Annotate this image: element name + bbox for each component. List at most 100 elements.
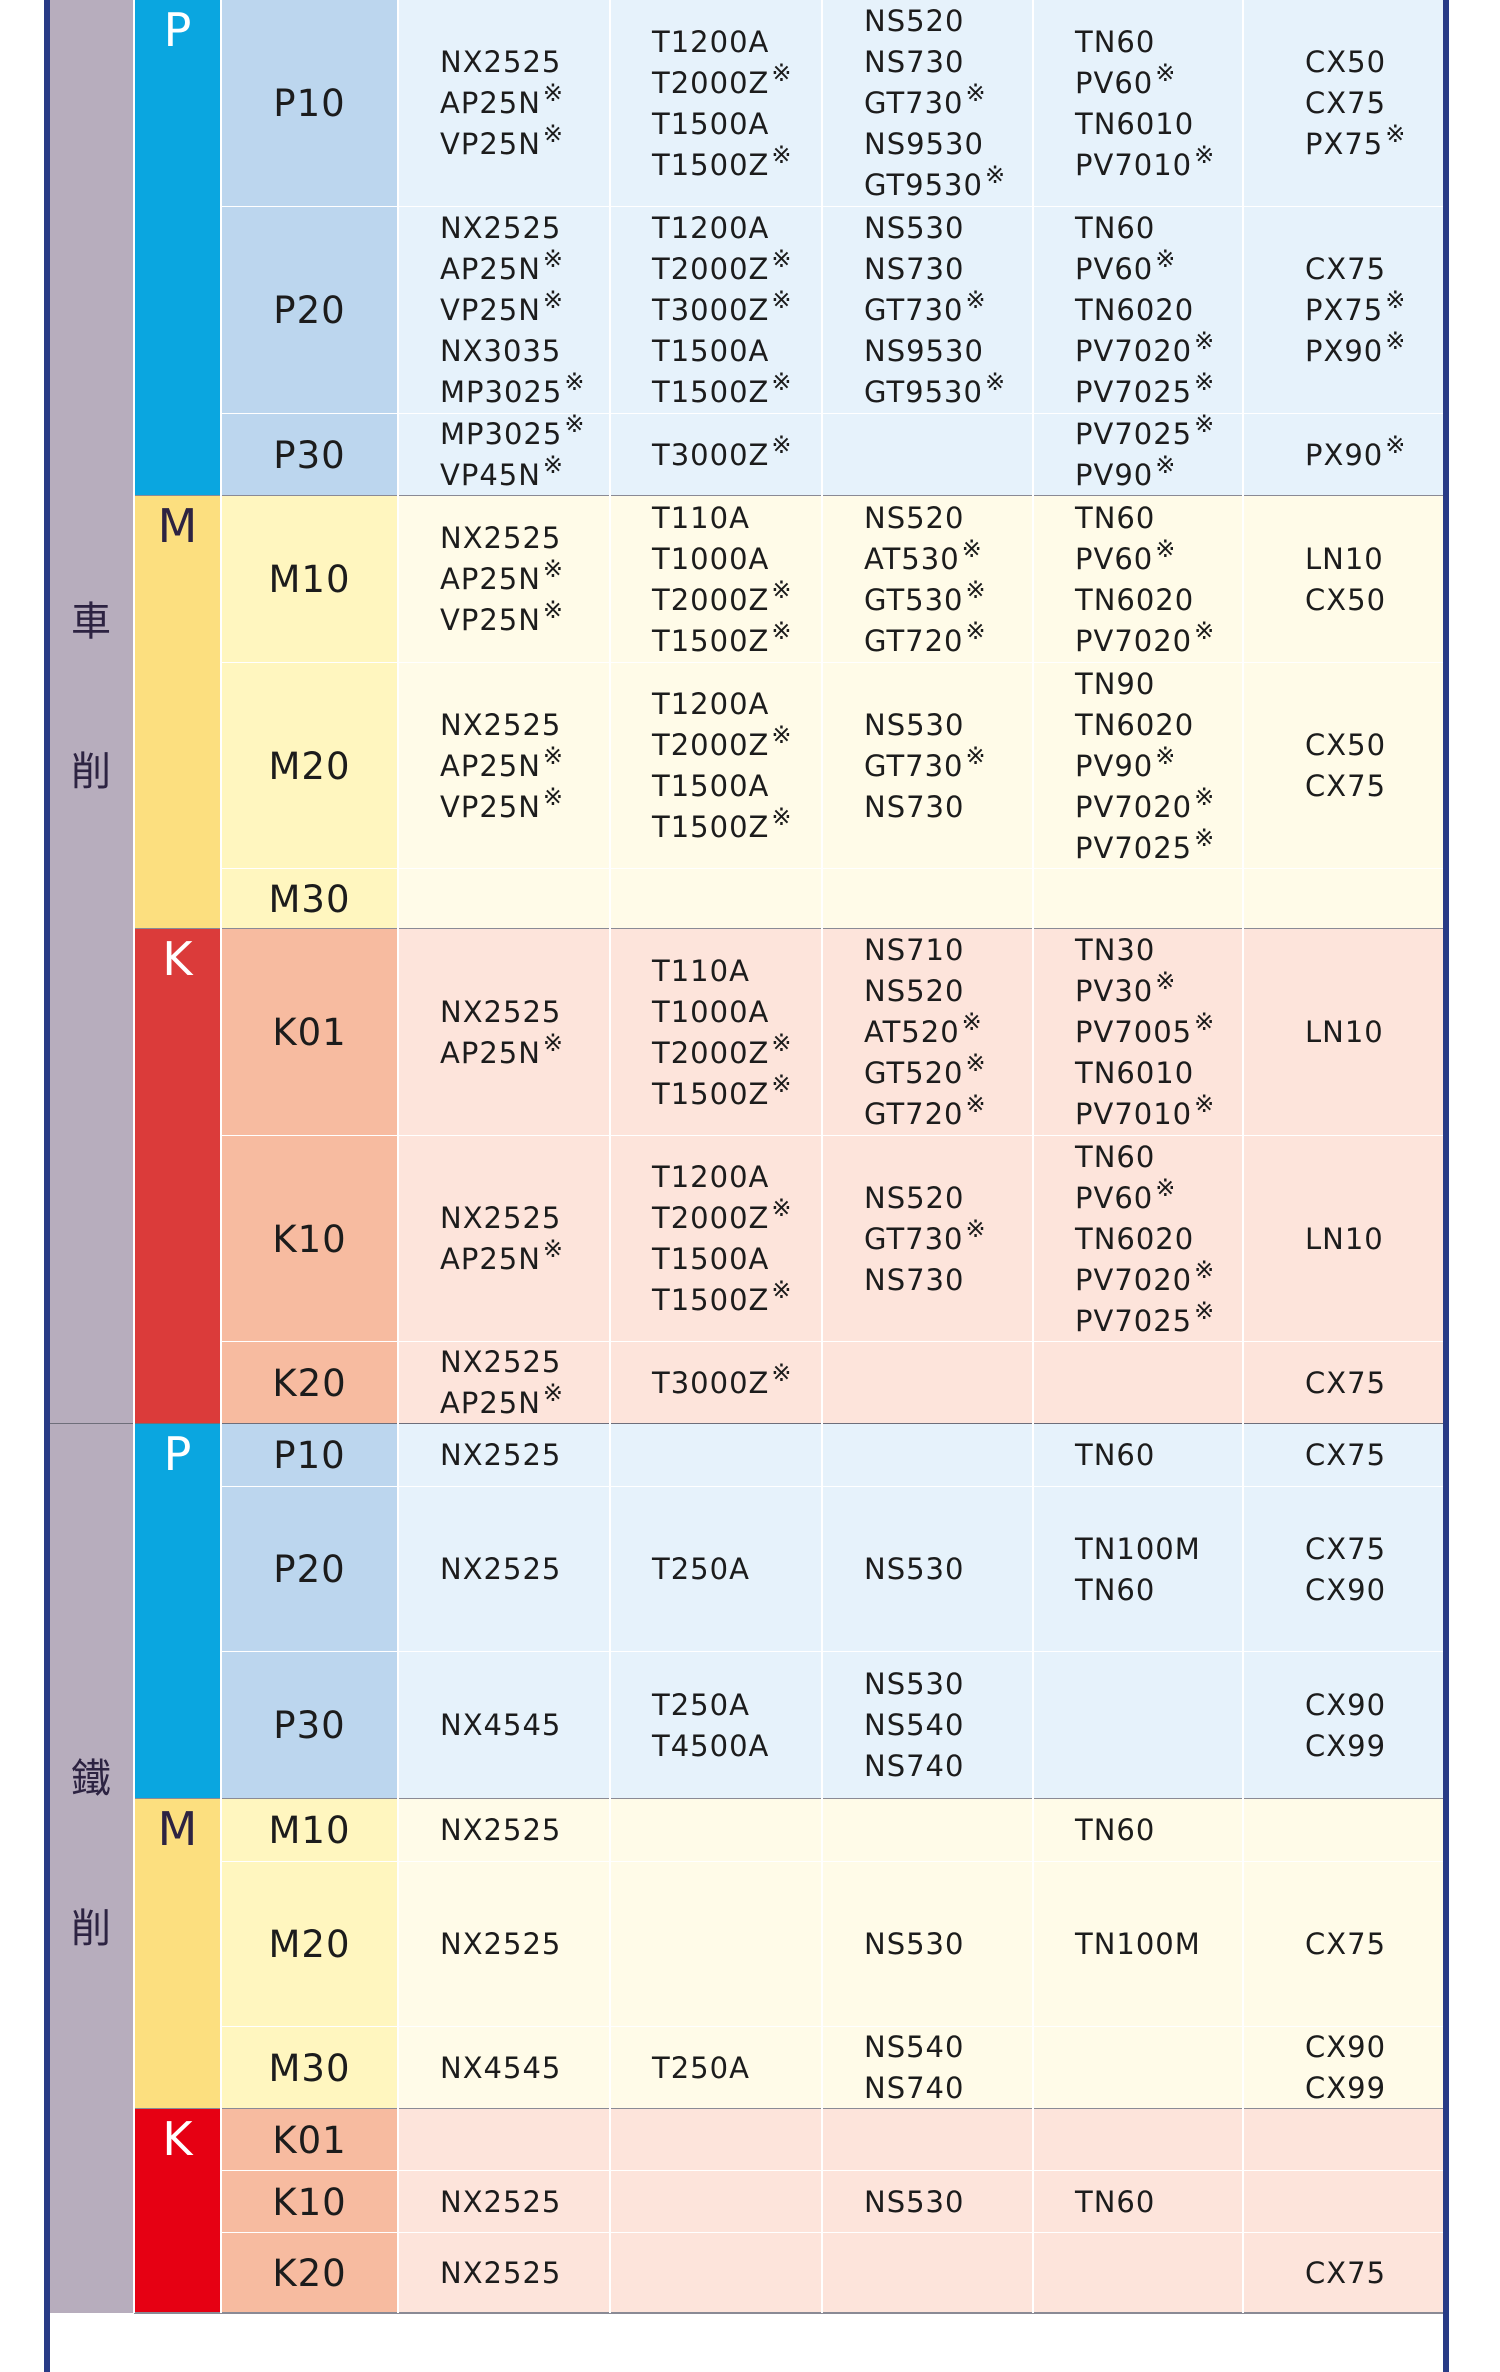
grade-cell: NS530 GT730※ NS730 <box>822 663 1033 869</box>
note-mark: ※ <box>1155 967 1177 995</box>
note-mark: ※ <box>1385 327 1407 355</box>
grade-code-text: PV7020 <box>1075 1262 1193 1297</box>
iso-class-k: K <box>134 929 221 1424</box>
grade-code: PX75※ <box>1305 122 1443 165</box>
grade-code-text: CX50 <box>1305 728 1387 762</box>
grade-code-text: TN30 <box>1075 933 1156 967</box>
grade-code-text: PV7025 <box>1075 417 1193 451</box>
note-mark: ※ <box>771 58 793 87</box>
grade-code: NX2525 <box>440 1198 610 1239</box>
grade-code-text: CX75 <box>1305 252 1387 286</box>
note-mark: ※ <box>542 79 565 107</box>
grade-code: PV7025※ <box>1075 370 1243 413</box>
grade-cell: NX4545 <box>398 2027 610 2109</box>
grade-code: PV7020※ <box>1075 785 1243 828</box>
grade-code: TN6010 <box>1075 104 1243 145</box>
grade-code-text: NS730 <box>864 45 965 79</box>
grade-code: VP25N※ <box>440 288 610 331</box>
grade-cell <box>822 2109 1033 2171</box>
grade-code-text: PX75 <box>1305 293 1384 327</box>
grade-cell-k01: K01 <box>221 929 398 1136</box>
grade-code-text: NX2525 <box>440 2255 562 2290</box>
grade-cell <box>1243 1799 1443 1862</box>
grade-code-text: T3000Z <box>652 437 770 472</box>
grade-code-text: TN100M <box>1075 1927 1201 1961</box>
grade-code-text: VP25N <box>440 603 541 637</box>
iso-class-letter: K <box>162 932 193 986</box>
note-mark: ※ <box>771 1069 793 1098</box>
grade-cell: NX2525 <box>398 1424 610 1487</box>
grade-code: TN60 <box>1075 22 1243 63</box>
grade-label: K01 <box>272 2118 347 2162</box>
grade-code-text: TN60 <box>1075 1139 1156 1174</box>
grade-code: CX50 <box>1305 725 1443 766</box>
grade-code-text: NS730 <box>864 252 965 286</box>
grade-cell: NS530 NS540 NS740 <box>822 1652 1033 1799</box>
grade-code: AP25N※ <box>440 1381 610 1424</box>
grade-code: NX2525 <box>440 42 610 83</box>
grade-code-text: PV7010 <box>1075 147 1193 182</box>
grade-cell: TN60 PV60※ TN6020 PV7020※ PV7025※ <box>1033 1136 1243 1342</box>
grade-code: PV7010※ <box>1075 1092 1243 1135</box>
grade-cell: TN60 <box>1033 2171 1243 2233</box>
grade-code: T1500Z※ <box>652 805 822 848</box>
grade-code: NS9530 <box>864 331 1033 372</box>
grade-code: T1000A <box>652 992 822 1033</box>
grade-code-text: T1500Z <box>652 1076 770 1111</box>
grade-code-text: CX90 <box>1305 1687 1387 1722</box>
grade-code-text: NX2525 <box>440 1201 562 1235</box>
grade-code-text: PV30 <box>1075 974 1154 1008</box>
grade-code-text: TN90 <box>1075 666 1156 701</box>
note-mark: ※ <box>965 575 987 604</box>
operation-label-turning: 車削 <box>50 0 134 1424</box>
grade-code: T2000Z※ <box>652 1196 822 1239</box>
grade-code: NS730 <box>864 42 1033 83</box>
grade-cell: T1200A T2000Z※ T1500A T1500Z※ <box>610 663 822 869</box>
note-mark: ※ <box>564 368 586 396</box>
grade-code-text: CX90 <box>1305 2030 1387 2064</box>
grade-code: NX4545 <box>440 2048 610 2089</box>
grade-code: CX75 <box>1305 1529 1443 1570</box>
note-mark: ※ <box>542 1235 565 1263</box>
grade-cell: TN60 PV60※ TN6010 PV7010※ <box>1033 0 1243 207</box>
grade-code: CX90 <box>1305 2027 1443 2068</box>
grade-code-text: T2000Z <box>652 65 770 100</box>
grade-code-text: TN6010 <box>1075 1056 1195 1090</box>
grade-code: NS530 <box>864 2182 1033 2223</box>
grade-cell: PX90※ <box>1243 414 1443 496</box>
grade-code-text: NS530 <box>864 1927 965 1961</box>
iso-class-letter: M <box>157 499 198 553</box>
grade-code: PV60※ <box>1075 61 1243 104</box>
grade-code-text: T1500A <box>652 769 770 803</box>
grade-code: VP25N※ <box>440 785 610 828</box>
grade-code-text: PV7020 <box>1075 789 1193 824</box>
grade-code-text: TN6020 <box>1075 707 1195 742</box>
column-divider <box>220 0 222 2313</box>
grade-code: PV30※ <box>1075 969 1243 1012</box>
grade-code-text: AP25N <box>440 252 541 286</box>
grade-code-text: T1500Z <box>652 623 770 658</box>
grade-code: GT730※ <box>864 744 1033 787</box>
grade-code-text: T2000Z <box>652 1201 770 1235</box>
grade-code: NS520 <box>864 498 1033 539</box>
grade-cell: NS530 <box>822 1862 1033 2027</box>
grade-cell-m30: M30 <box>221 2027 398 2109</box>
grade-code-text: NX2525 <box>440 45 562 79</box>
grade-cell-k01: K01 <box>221 2109 398 2171</box>
note-mark: ※ <box>1155 741 1177 770</box>
grade-code: T250A <box>652 2048 822 2089</box>
grade-cell: CX50 CX75 PX75※ <box>1243 0 1443 207</box>
grade-code: PV90※ <box>1075 453 1243 496</box>
grade-code: NS730 <box>864 787 1033 828</box>
grade-code: T1200A <box>652 1157 822 1198</box>
note-mark: ※ <box>1155 245 1177 273</box>
grade-code: PV60※ <box>1075 1176 1243 1219</box>
grade-code: AP25N※ <box>440 744 610 787</box>
grade-code-text: NS730 <box>864 1262 965 1297</box>
grade-code-text: NS520 <box>864 974 965 1008</box>
grade-code: GT730※ <box>864 1217 1033 1260</box>
grade-cell: NX2525 <box>398 2171 610 2233</box>
grade-code: TN60 <box>1075 1570 1243 1611</box>
grade-cell <box>822 414 1033 496</box>
grade-code: CX50 <box>1305 580 1443 621</box>
